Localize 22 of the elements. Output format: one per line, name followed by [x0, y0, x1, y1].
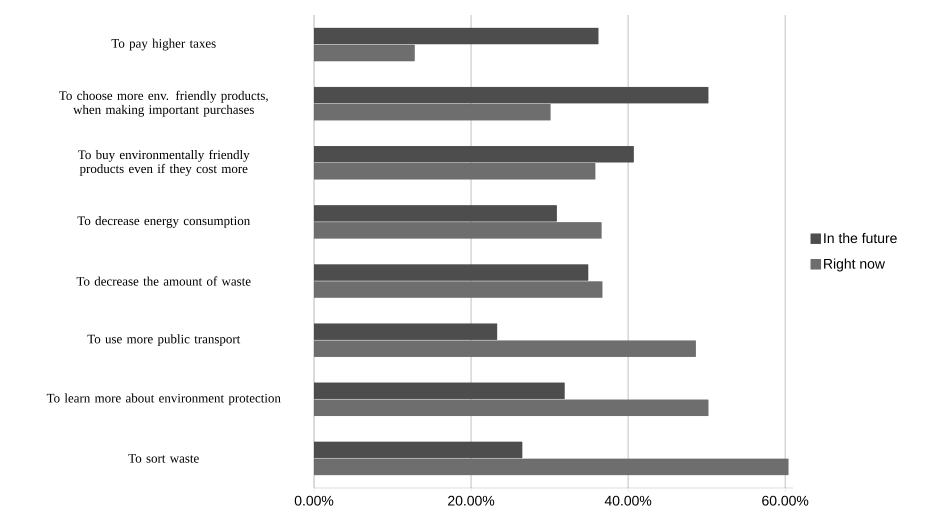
y-tick-label: To learn more about environment protection [46, 393, 281, 406]
y-tick-label: To buy environmentally friendly products even if they cost more [78, 150, 250, 176]
x-tick-label: 60.00% [762, 496, 808, 506]
x-tick-label: 40.00% [604, 496, 652, 506]
bar [314, 163, 596, 180]
y-tick-label: To decrease the amount of waste [76, 276, 251, 286]
bar [314, 340, 696, 357]
bar [314, 104, 551, 120]
x-tick-label: 20.00% [448, 496, 494, 506]
legend-label: In the future [824, 232, 897, 244]
y-tick-label: To use more public transport [87, 334, 240, 346]
bar [314, 400, 708, 416]
y-tick-label: To sort waste [128, 454, 199, 463]
bar [314, 458, 788, 476]
y-tick-label: To choose more env. friendly products, when making important purchases [59, 90, 268, 117]
y-tick-label: To pay higher taxes [112, 38, 216, 50]
bar [314, 281, 602, 298]
y-tick-label: To decrease energy consumption [78, 216, 250, 228]
bar [314, 222, 602, 239]
legend-label: Right now [824, 258, 885, 272]
x-tick-label: 0.00% [294, 496, 334, 506]
bar [314, 44, 415, 62]
